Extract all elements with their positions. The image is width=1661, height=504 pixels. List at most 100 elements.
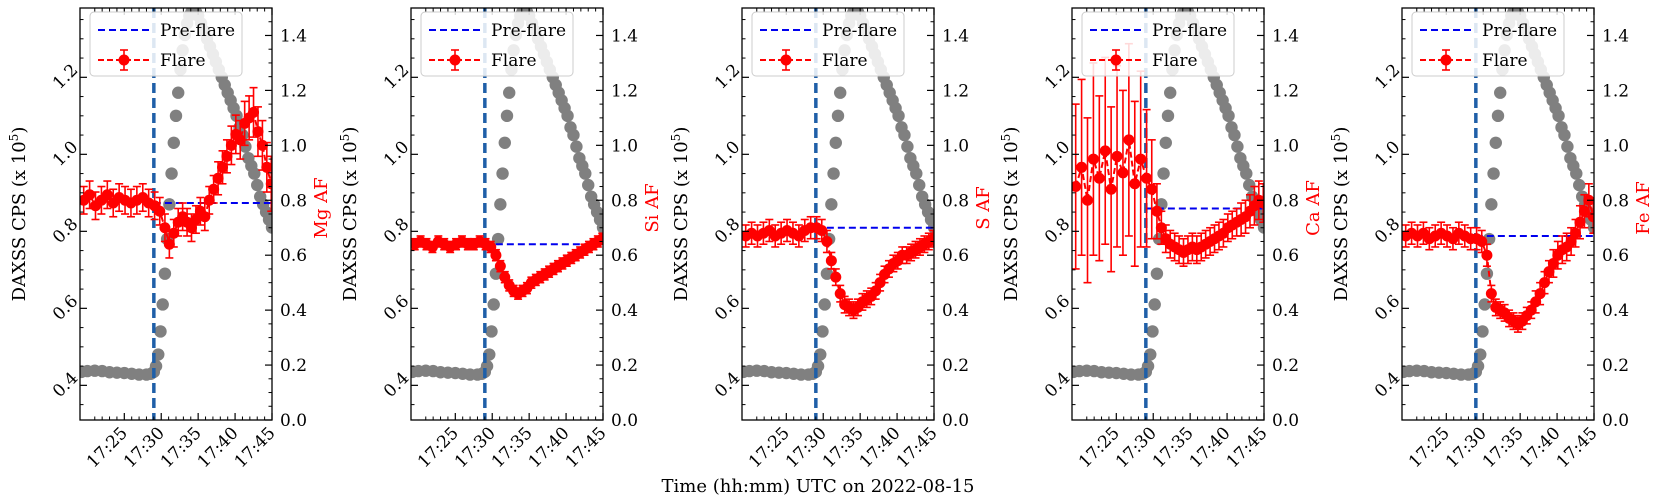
x-tick-label: 17:30 [782,423,831,472]
flare-point [870,285,882,297]
legend-flare-label: Flare [1482,51,1528,71]
flare-point [1570,227,1582,239]
left-y-label-text: DAXSS CPS (x 10 [671,141,692,301]
legend-flare-label: Flare [1152,51,1198,71]
right-y-tick-label: 0.0 [1272,411,1299,431]
left-y-tick-label: 0.4 [380,368,413,401]
left-y-tick-label: 1.0 [1041,137,1074,170]
right-y-tick-label: 0.6 [611,246,638,266]
counts-point [163,198,176,211]
right-y-tick-label: 1.2 [942,81,969,101]
counts-point [491,232,505,246]
flare-point [1534,288,1546,300]
flare-point [217,161,229,173]
counts-point [1240,167,1253,180]
flare-point [1543,266,1555,278]
flare-point [265,178,272,190]
flare-point [186,222,198,234]
right-y-tick-label: 0.2 [1602,356,1629,376]
counts-point [1480,267,1494,280]
right-y-tick-label: 0.4 [1602,301,1629,321]
counts-point [567,128,580,142]
flare-point [1099,145,1111,157]
counts-point [582,178,595,192]
right-y-tick-label: 1.2 [280,81,307,101]
flare-point [1123,134,1135,146]
left-y-tick-label: 1.2 [1371,60,1404,93]
right-y-label: Ca AF [1303,180,1324,236]
right-y-label: Si AF [642,183,663,232]
legend-flare-marker [1110,54,1122,66]
left-y-label: DAXSS CPS (x 105) [1329,127,1352,302]
right-y-tick-label: 0.8 [280,191,307,211]
left-y-tick-label: 0.4 [1041,368,1074,401]
right-y-tick-label: 1.4 [1602,26,1629,46]
right-y-tick-label: 0.4 [611,301,638,321]
left-y-label-text: DAXSS CPS (x 10 [340,141,361,301]
left-y-tick-label: 1.2 [380,60,413,93]
flare-point [825,255,837,267]
left-y-label-exponent: 5 [338,134,352,142]
x-tick-label: 17:35 [488,423,537,472]
legend-preflare-label: Pre-flare [822,21,897,41]
flare-point [1257,197,1264,209]
counts-point [500,109,514,123]
counts-point [1487,167,1500,180]
counts-point [1485,198,1498,211]
figure-xlabel: Time (hh:mm) UTC on 2022-08-15 [662,476,975,497]
left-y-label-close: ) [1001,127,1022,134]
right-y-tick-label: 1.0 [1602,136,1629,156]
legend-flare-marker [449,54,461,66]
left-y-tick-label: 0.8 [1041,214,1074,247]
left-y-tick-label: 0.4 [711,368,744,401]
counts-point [1570,167,1583,180]
counts-point [1164,86,1177,99]
left-y-label: DAXSS CPS (x 105) [669,127,692,302]
counts-point [480,359,494,373]
right-y-tick-label: 0.8 [942,191,969,211]
flare-point [208,183,220,195]
counts-point [485,325,498,338]
counts-point [1489,136,1502,149]
left-y-tick-label: 1.2 [711,60,744,93]
counts-point [818,298,831,311]
right-y-tick-label: 0.4 [942,301,969,321]
left-y-label-text: DAXSS CPS (x 10 [1331,141,1352,301]
left-y-tick-label: 0.8 [1371,214,1404,247]
flare-point [1485,288,1497,300]
flare-point [494,260,506,272]
x-tick-label: 17:40 [194,423,243,472]
counts-point [827,167,840,180]
counts-point [1141,359,1155,373]
legend: Pre-flare Flare [420,11,574,77]
right-y-tick-label: 0.8 [1272,191,1299,211]
flare-point [1087,153,1099,165]
counts-point [892,109,905,123]
flare-point [1578,205,1590,217]
plot-area [80,8,272,420]
left-y-label-close: ) [9,127,30,134]
counts-point [251,178,264,192]
left-y-label-exponent: 5 [669,134,683,142]
counts-point [172,86,185,99]
counts-point [1494,86,1507,99]
left-y-tick-label: 0.6 [49,291,82,324]
flare-point [101,189,113,201]
flare-point [234,134,246,146]
legend-flare-marker [1440,54,1452,66]
counts-point [1476,325,1489,338]
right-y-tick-label: 0.6 [1602,246,1629,266]
right-y-tick-label: 0.6 [280,246,307,266]
left-y-tick-label: 1.2 [1041,60,1074,93]
counts-point [1561,140,1574,153]
flare-point [1476,235,1488,247]
flare-point [1129,178,1141,190]
counts-point [1552,109,1565,123]
flare-point [190,213,202,225]
x-tick-label: 17:25 [414,423,463,472]
counts-point [1491,109,1505,123]
counts-point [1146,325,1159,338]
flare-point [1141,172,1153,184]
